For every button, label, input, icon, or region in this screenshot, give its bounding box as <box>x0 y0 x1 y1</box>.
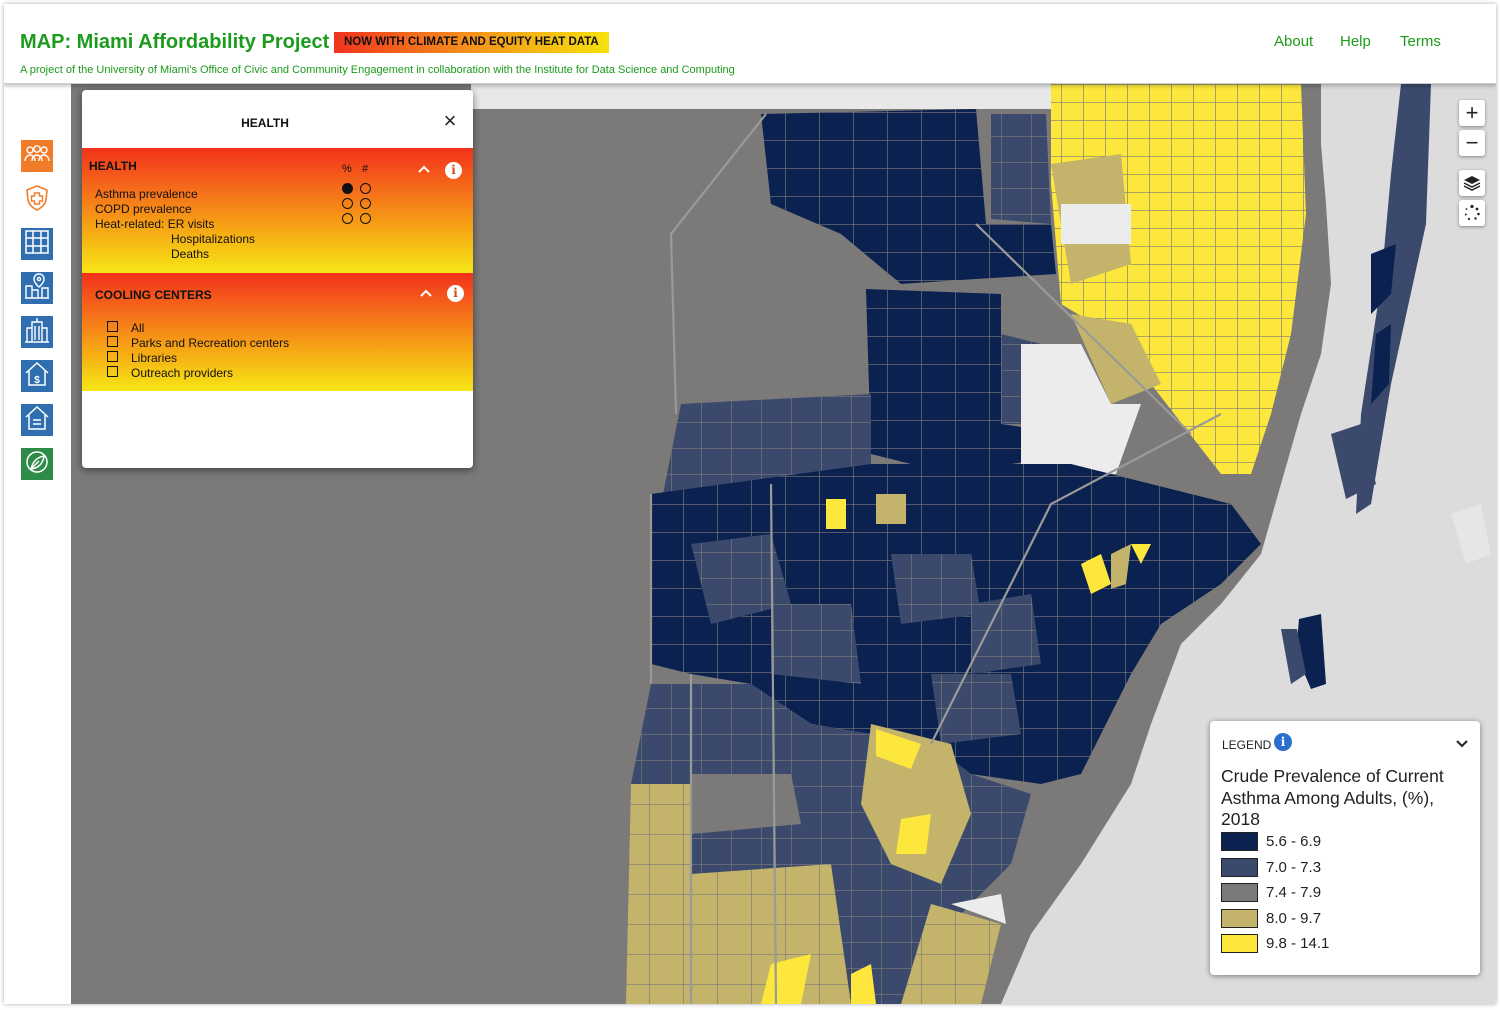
housing-button[interactable] <box>21 404 53 436</box>
svg-text:$: $ <box>34 375 40 386</box>
zoom-out-button[interactable]: − <box>1459 130 1485 156</box>
heat-er-count-radio[interactable] <box>360 213 371 224</box>
climate-button[interactable] <box>21 448 53 480</box>
app-title[interactable]: MAP: Miami Affordability Project <box>20 31 330 53</box>
chevron-down-icon <box>1454 738 1470 755</box>
heat-er-label: Heat-related: ER visits <box>95 217 215 231</box>
asthma-percent-radio[interactable] <box>342 183 353 194</box>
grid-icon <box>24 229 50 260</box>
collapse-legend-button[interactable] <box>1454 735 1470 751</box>
layers-button[interactable] <box>1459 170 1485 196</box>
city-pin-icon <box>24 272 50 305</box>
legend-swatch <box>1221 909 1258 928</box>
locate-button[interactable] <box>1459 200 1485 226</box>
demographics-button[interactable] <box>21 140 53 172</box>
legend-swatch <box>1221 832 1258 851</box>
project-subtitle: A project of the University of Miami's O… <box>20 64 735 76</box>
house-dollar-icon: $ <box>24 360 50 393</box>
cooling-parks-label: Parks and Recreation centers <box>131 336 290 350</box>
nav-help-link[interactable]: Help <box>1340 33 1371 50</box>
legend-swatch <box>1221 883 1258 902</box>
count-column-header: # <box>362 163 369 175</box>
legend-swatch <box>1221 934 1258 953</box>
legend-class-label: 7.4 - 7.9 <box>1266 884 1322 901</box>
legend-class-label: 9.8 - 14.1 <box>1266 935 1330 952</box>
people-group-icon <box>24 144 50 169</box>
health-panel: HEALTH × HEALTH % # i Asthma prevalence … <box>82 90 473 468</box>
legend-info-icon[interactable]: i <box>1274 733 1292 751</box>
cooling-outreach-label: Outreach providers <box>131 366 234 380</box>
hospitalizations-label: Hospitalizations <box>171 232 256 246</box>
health-info-icon[interactable]: i <box>445 162 462 179</box>
layers-icon <box>1463 174 1481 192</box>
category-sidebar: $ <box>4 84 71 1004</box>
nav-terms-link[interactable]: Terms <box>1400 33 1441 50</box>
infrastructure-button[interactable] <box>21 228 53 260</box>
loading-dots-icon <box>1463 204 1481 222</box>
cooling-parks-checkbox[interactable] <box>107 336 118 347</box>
cooling-all-checkbox[interactable] <box>107 321 118 332</box>
panel-title: HEALTH <box>241 116 289 130</box>
close-panel-button[interactable]: × <box>440 110 460 132</box>
cooling-libraries-checkbox[interactable] <box>107 351 118 362</box>
institutions-button[interactable] <box>21 316 53 348</box>
deaths-label: Deaths <box>171 247 210 261</box>
header: MAP: Miami Affordability Project NOW WIT… <box>4 4 1496 84</box>
health-section: HEALTH % # i Asthma prevalence COPD prev… <box>82 148 473 273</box>
legend-swatch <box>1221 858 1258 877</box>
health-shield-icon <box>24 184 50 217</box>
chevron-up-icon <box>416 165 432 182</box>
app-window: MAP: Miami Affordability Project NOW WIT… <box>4 4 1496 1004</box>
neighborhoods-button[interactable] <box>21 272 53 304</box>
copd-percent-radio[interactable] <box>342 198 353 209</box>
asthma-label: Asthma prevalence <box>95 187 198 201</box>
legend-title: Crude Prevalence of Current Asthma Among… <box>1221 766 1444 829</box>
legend-header: LEGEND <box>1222 738 1272 752</box>
cooling-libraries-label: Libraries <box>131 351 178 365</box>
collapse-cooling-button[interactable] <box>418 286 434 302</box>
map-legend: LEGEND i Crude Prevalence of Current Ast… <box>1210 721 1480 975</box>
copd-count-radio[interactable] <box>360 198 371 209</box>
nav-about-link[interactable]: About <box>1274 33 1314 50</box>
chevron-up-icon <box>418 289 434 306</box>
zoom-in-button[interactable]: + <box>1459 100 1485 126</box>
close-icon: × <box>443 108 457 133</box>
heat-data-badge: NOW WITH CLIMATE AND EQUITY HEAT DATA <box>334 32 609 53</box>
legend-class-label: 8.0 - 9.7 <box>1266 910 1322 927</box>
asthma-count-radio[interactable] <box>360 183 371 194</box>
collapse-health-button[interactable] <box>416 162 432 178</box>
heat-er-percent-radio[interactable] <box>342 213 353 224</box>
legend-class-label: 5.6 - 6.9 <box>1266 833 1322 850</box>
house-icon <box>24 404 50 437</box>
copd-label: COPD prevalence <box>95 202 192 216</box>
legend-class-label: 7.0 - 7.3 <box>1266 859 1322 876</box>
health-section-label: HEALTH <box>89 159 137 173</box>
health-button[interactable] <box>21 184 53 216</box>
cooling-outreach-checkbox[interactable] <box>107 366 118 377</box>
cooling-all-label: All <box>131 321 145 335</box>
cooling-info-icon[interactable]: i <box>447 285 464 302</box>
climate-leaf-icon <box>24 449 50 480</box>
affordability-button[interactable]: $ <box>21 360 53 392</box>
cooling-section-label: COOLING CENTERS <box>95 288 212 302</box>
cooling-centers-section: COOLING CENTERS i All Parks and Recreati… <box>82 273 473 391</box>
building-icon <box>24 316 50 349</box>
percent-column-header: % <box>342 163 352 175</box>
